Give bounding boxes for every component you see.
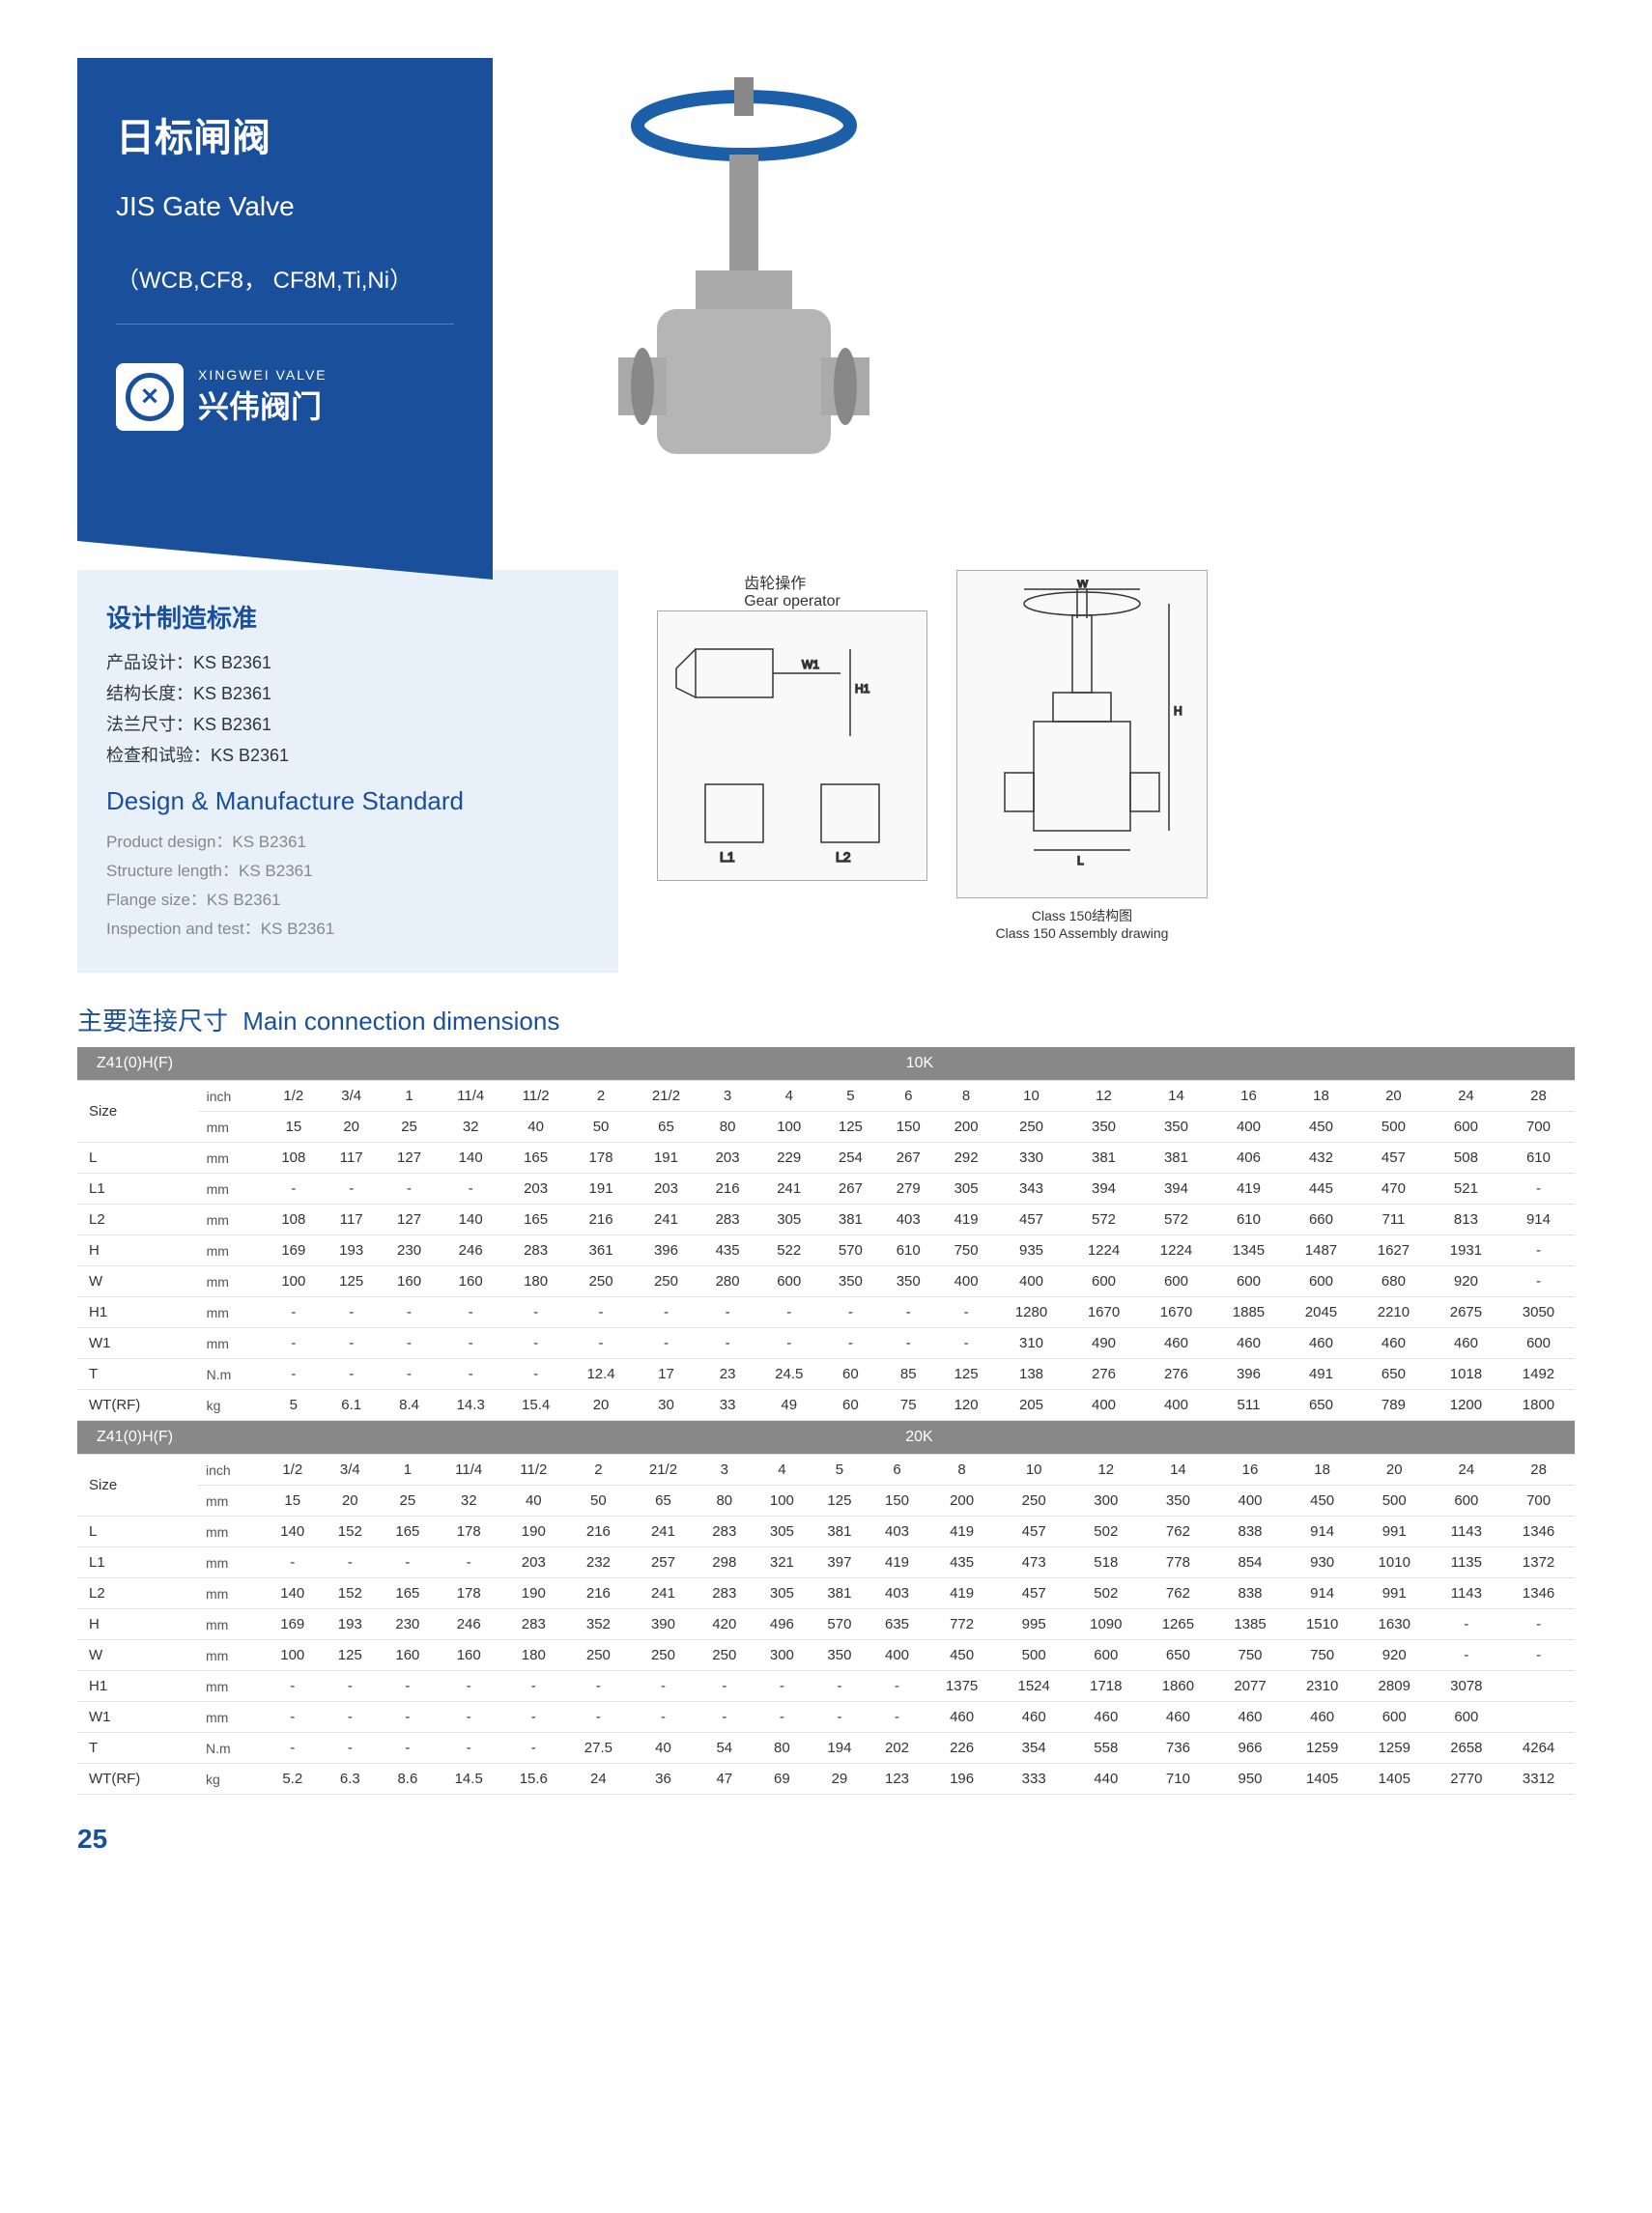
logo-cn: 兴伟阀门 [198,383,328,427]
table-row: L1mm----20319120321624126727930534339439… [77,1174,1575,1205]
dimension-table: Z41(0)H(F)10KSizeinch1/23/4111/411/2221/… [77,1047,1575,1421]
table-row: H1mm------------128016701670188520452210… [77,1297,1575,1328]
gear-diagram: W1 H1 L1 L2 [657,610,927,881]
table-row: Sizeinch1/23/4111/411/2221/2345681012141… [77,1455,1575,1486]
section-title: 主要连接尺寸 Main connection dimensions [77,1002,1575,1037]
standards-box: 设计制造标准 产品设计：KS B2361 结构长度：KS B2361 法兰尺寸：KS… [77,570,618,973]
table-row: L2mm108117127140165216241283305381403419… [77,1205,1575,1235]
dimension-table: Z41(0)H(F)20KSizeinch1/23/4111/411/2221/… [77,1421,1575,1795]
std-title-cn: 设计制造标准 [106,599,589,635]
table-row: Wmm1001251601601802502502503003504004505… [77,1640,1575,1671]
std-title-en: Design & Manufacture Standard [106,786,589,816]
std-line-en: Product design：KS B2361 [106,828,589,852]
logo-en: XINGWEI VALVE [198,367,328,383]
svg-text:L1: L1 [720,849,735,865]
table-row: Hmm1691932302462833523904204965706357729… [77,1609,1575,1640]
svg-text:H: H [1174,704,1182,718]
table-row: mm15202532405065801001251502002503503504… [77,1112,1575,1143]
table-row: L1mm----20323225729832139741943547351877… [77,1547,1575,1578]
table-row: Lmm1081171271401651781912032292542672923… [77,1143,1575,1174]
logo-icon [116,363,184,431]
std-line: 产品设计：KS B2361 [106,649,589,674]
table-row: WT(RF)kg56.18.414.315.420303349607512020… [77,1390,1575,1421]
svg-text:H1: H1 [855,682,870,695]
title-en: JIS Gate Valve [116,191,454,222]
table-row: Hmm1691932302462833613964355225706107509… [77,1235,1575,1266]
table-row: TN.m-----12.4172324.56085125138276276396… [77,1359,1575,1390]
title-cn: 日标闸阀 [116,106,454,162]
assembly-diagram: W H L [956,570,1208,898]
table-row: H1mm-----------1375152417181860207723102… [77,1671,1575,1702]
std-line: 结构长度：KS B2361 [106,680,589,705]
std-line-en: Inspection and test：KS B2361 [106,915,589,939]
table-row: Sizeinch1/23/4111/411/2221/2345681012141… [77,1081,1575,1112]
std-line: 检查和试验：KS B2361 [106,742,589,767]
svg-text:W1: W1 [802,658,819,671]
table-row: Wmm1001251601601802502502806003503504004… [77,1266,1575,1297]
product-image [551,58,937,541]
svg-text:L2: L2 [836,849,851,865]
table-row: WT(RF)kg5.26.38.614.515.6243647692912319… [77,1764,1575,1795]
materials: （WCB,CF8， CF8M,Ti,Ni） [116,261,454,325]
table-row: mm15202532405065801001251502002503003504… [77,1486,1575,1517]
title-panel: 日标闸阀 JIS Gate Valve （WCB,CF8， CF8M,Ti,Ni… [77,58,493,541]
logo: XINGWEI VALVE 兴伟阀门 [116,363,454,431]
table-row: W1mm-----------460460460460460460600600 [77,1702,1575,1733]
page-number: 25 [77,1824,1575,1855]
table-row: L2mm140152165178190216241283305381403419… [77,1578,1575,1609]
svg-text:L: L [1077,854,1084,867]
std-line: 法兰尺寸：KS B2361 [106,711,589,736]
table-row: Lmm1401521651781902162412833053814034194… [77,1517,1575,1547]
std-line-en: Flange size：KS B2361 [106,886,589,910]
std-line-en: Structure length：KS B2361 [106,857,589,881]
table-row: W1mm------------310490460460460460460600 [77,1328,1575,1359]
diagram-area: 齿轮操作Gear operator W1 H1 L1L2 W H [657,570,1575,973]
svg-text:W: W [1077,580,1089,590]
table-row: TN.m-----27.5405480194202226354558736966… [77,1733,1575,1764]
